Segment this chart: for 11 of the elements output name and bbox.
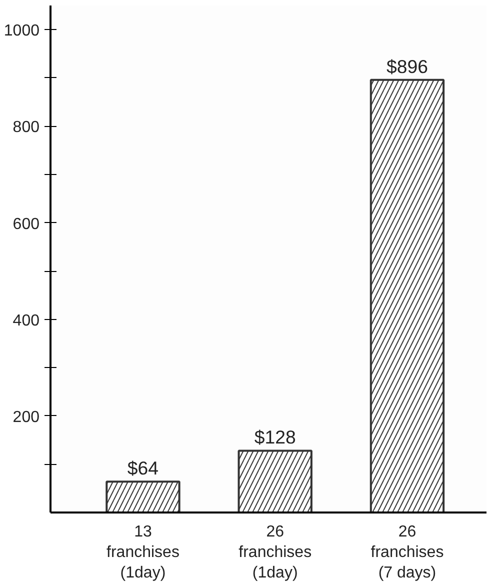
x-tick-label: 13 franchises (1day): [106, 524, 180, 582]
y-tick-label: 200: [12, 408, 40, 426]
x-tick-label: 26 franchises (1day): [238, 524, 312, 582]
data-label: $64: [127, 458, 159, 479]
y-tick-label: 400: [12, 312, 40, 330]
x-tick-label: 26 franchises (7 days): [370, 524, 444, 582]
data-label: $128: [254, 426, 296, 448]
y-tick-label: 1000: [4, 22, 40, 40]
data-label: $896: [386, 56, 428, 77]
y-tick-label: 800: [12, 119, 40, 136]
y-tick-label: 600: [12, 216, 40, 233]
